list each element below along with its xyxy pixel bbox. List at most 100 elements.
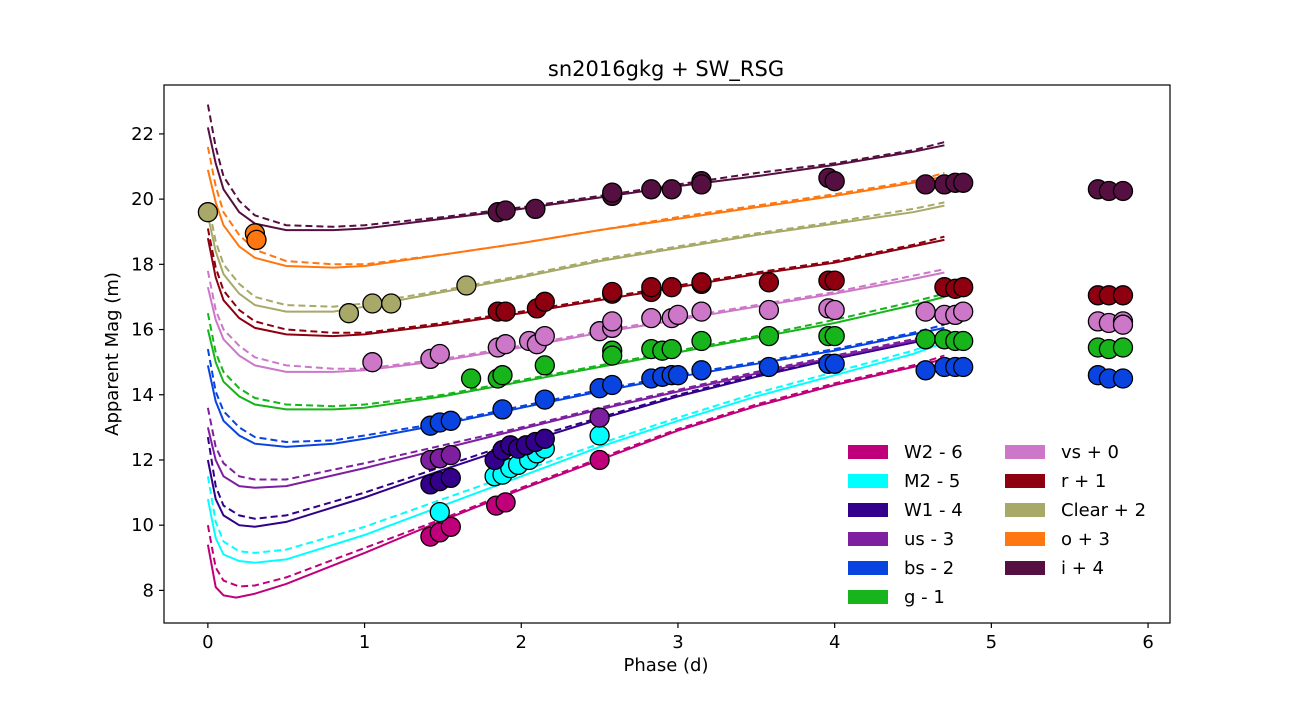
model-line-r-1 [206,238,945,338]
legend-swatch-i-4 [1005,561,1045,575]
data-point-g-1 [492,365,513,386]
data-point-g-1 [661,338,682,360]
data-point-i-4 [915,174,936,195]
data-point-o-3 [246,229,267,251]
model-dashed-line-us-3 [206,331,945,481]
legend-swatch-clear-2 [1005,503,1045,517]
data-point-vs-0 [824,299,845,321]
model-line-vs-0 [206,271,945,373]
data-point-g-1 [460,368,482,389]
model-dashed-line-g-1 [206,292,945,408]
data-point-r-1 [661,277,682,298]
legend-label-o-3: o + 3 [1061,529,1110,550]
legend-label-w2-6: W2 - 6 [904,442,963,463]
model-dashed-line-vs-0 [206,268,945,370]
x-tick-label: 5 [986,632,997,653]
y-axis-label: Apparent Mag (m) [102,272,123,436]
legend: W2 - 6 M2 - 5 W1 - 4 us - 3 bs - 2 g - 1 vs + … [848,442,1146,608]
data-point-vs-0 [362,352,383,373]
data-point-w1-4 [440,467,461,489]
y-tick-label: 22 [131,124,154,145]
y-tick-label: 16 [131,320,154,341]
y-tick-label: 12 [131,450,154,471]
data-point-vs-0 [758,299,780,321]
x-tick-label: 1 [359,632,370,653]
data-point-i-4 [495,200,516,221]
legend-label-r-1: r + 1 [1061,471,1106,492]
data-point-clear-2 [362,293,383,314]
data-point-r-1 [495,301,516,322]
data-point-i-4 [953,172,974,193]
data-point-vs-0 [495,334,516,355]
data-point-clear-2 [197,202,219,223]
data-point-m2-5 [589,425,610,446]
data-point-bs-2 [824,353,845,374]
x-tick-label: 2 [516,632,527,653]
chart-title: sn2016gkg + SW_RSG [548,57,784,82]
y-tick-label: 14 [131,385,154,406]
x-tick-label: 0 [202,632,213,653]
legend-swatch-vs-0 [1005,445,1045,459]
data-point-g-1 [915,329,936,350]
data-point-us-3 [589,407,610,428]
data-point-w1-4 [534,428,555,449]
data-point-i-4 [641,179,662,200]
data-point-i-4 [691,174,712,195]
model-line-g-1 [206,295,945,411]
data-point-g-1 [534,355,555,376]
y-tick-label: 20 [131,189,154,210]
data-point-i-4 [525,198,546,220]
legend-swatch-o-3 [1005,532,1045,546]
model-line-us-3 [206,333,945,489]
legend-swatch-w1-4 [848,503,888,517]
legend-label-i-4: i + 4 [1061,558,1104,579]
data-point-w2-6 [440,516,461,537]
data-point-r-1 [953,277,974,298]
data-point-i-4 [1112,180,1134,202]
data-point-clear-2 [456,275,477,296]
data-point-vs-0 [641,307,662,329]
legend-label-w1-4: W1 - 4 [904,500,963,521]
data-point-i-4 [824,171,845,192]
legend-label-m2-5: M2 - 5 [904,471,960,492]
data-point-bs-2 [758,356,780,378]
data-point-bs-2 [440,410,461,431]
axes-frame [163,84,1171,624]
model-line-i-4 [206,127,945,232]
legend-swatch-r-1 [1005,474,1045,488]
data-point-bs-2 [534,389,555,410]
data-point-vs-0 [534,325,555,347]
legend-swatch-m2-5 [848,474,888,488]
model-dashed-line-o-3 [206,146,945,266]
legend-label-us-3: us - 3 [904,529,954,550]
data-point-bs-2 [953,356,974,378]
plot-clip-group [197,104,1134,599]
x-tick-label: 3 [672,632,683,653]
data-point-i-4 [661,179,682,200]
data-point-clear-2 [338,303,360,324]
data-point-g-1 [824,325,845,347]
data-point-vs-0 [602,311,623,332]
data-point-vs-0 [667,304,689,326]
data-point-bs-2 [691,360,712,381]
data-point-m2-5 [429,501,450,523]
legend-swatch-bs-2 [848,561,888,575]
data-point-vs-0 [691,301,712,322]
x-tick-label: 6 [1142,632,1153,653]
model-line-clear-2 [206,204,945,313]
y-tick-label: 10 [131,515,154,536]
data-point-g-1 [953,330,974,352]
data-point-r-1 [691,272,712,293]
data-point-g-1 [1112,337,1134,358]
legend-swatch-w2-6 [848,445,888,459]
model-dashed-line-m2-5 [206,338,945,554]
data-point-vs-0 [1112,314,1134,335]
legend-label-vs-0: vs + 0 [1061,442,1119,463]
model-line-w1-4 [206,335,945,528]
legend-label-g-1: g - 1 [904,587,945,608]
data-point-vs-0 [429,343,450,365]
data-point-r-1 [1112,285,1134,306]
data-point-bs-2 [492,399,513,420]
